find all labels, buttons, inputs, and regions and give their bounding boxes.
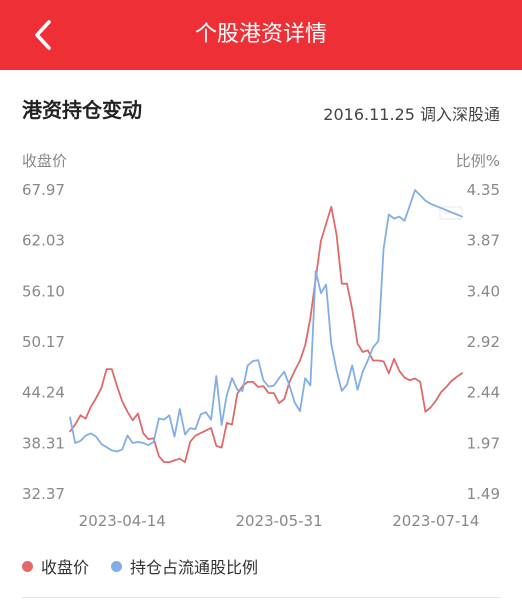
legend-item-price[interactable]: 收盘价: [22, 554, 89, 578]
y-left-tick-label: 62.03: [22, 232, 65, 250]
y-left-tick-label: 67.97: [22, 181, 65, 199]
y-left-tick-label: 56.10: [22, 282, 65, 300]
y-right-tick-label: 2.44: [467, 384, 500, 402]
page-title: 个股港资详情: [194, 22, 327, 47]
y-right-tick-label: 3.87: [467, 232, 500, 250]
x-tick-label: 2023-07-14: [392, 512, 479, 530]
chevron-left-icon: [35, 20, 51, 50]
y-right-tick-label: 1.49: [467, 485, 500, 503]
bottom-divider: [22, 597, 500, 598]
section-title: 港资持仓变动: [22, 98, 142, 122]
top-nav-bar: 个股港资详情: [0, 0, 522, 70]
y-left-tick-label: 32.37: [22, 485, 65, 503]
chart-legend: 收盘价 持仓占流通股比例: [22, 554, 280, 578]
legend-label-price: 收盘价: [41, 558, 90, 577]
legend-label-holding-ratio: 持仓占流通股比例: [130, 558, 259, 577]
legend-item-holding-ratio[interactable]: 持仓占流通股比例: [111, 554, 258, 578]
series-line-holding-ratio: [69, 189, 463, 453]
y-left-tick-label: 44.24: [22, 384, 65, 402]
y-right-tick-label: 2.92: [467, 333, 500, 351]
y-right-tick-label: 3.40: [467, 282, 500, 300]
right-axis-title: 比例%: [455, 152, 500, 170]
y-right-tick-label: 1.97: [467, 434, 500, 452]
back-button[interactable]: [22, 13, 66, 57]
legend-dot-holding-ratio: [111, 560, 123, 572]
inclusion-date-label: 2016.11.25 调入深股通: [323, 105, 500, 124]
y-right-tick-label: 4.35: [467, 181, 500, 199]
y-left-tick-label: 38.31: [22, 434, 65, 452]
left-axis-title: 收盘价: [22, 152, 68, 170]
x-tick-label: 2023-05-31: [235, 512, 322, 530]
legend-dot-price: [22, 560, 33, 572]
holding-change-chart[interactable]: 67.97 62.03 56.10 50.17 44.24 38.31 32.37 4.35…: [0, 170, 522, 540]
y-left-tick-label: 50.17: [22, 333, 65, 351]
x-tick-label: 2023-04-14: [79, 512, 166, 530]
series-line-price: [69, 205, 463, 464]
